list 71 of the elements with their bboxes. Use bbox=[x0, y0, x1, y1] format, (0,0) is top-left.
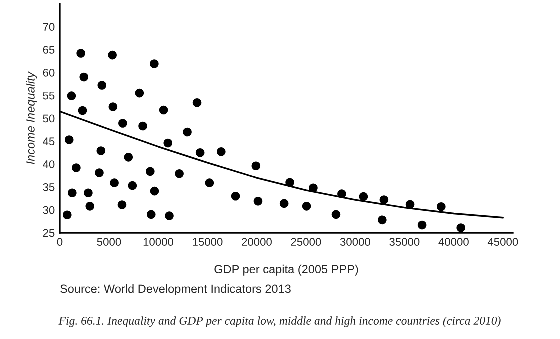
x-tick-label: 30000 bbox=[340, 238, 370, 246]
point bbox=[380, 196, 389, 204]
y-axis-title: Income Inequality bbox=[26, 72, 38, 164]
x-tick-label: 25000 bbox=[291, 238, 322, 246]
point bbox=[302, 202, 312, 211]
point bbox=[192, 98, 202, 108]
point bbox=[80, 72, 89, 82]
point bbox=[138, 122, 148, 131]
point bbox=[196, 148, 205, 158]
point bbox=[254, 197, 263, 206]
point bbox=[359, 192, 368, 202]
point bbox=[418, 220, 427, 230]
point bbox=[175, 170, 184, 178]
y-tick-label: 45 bbox=[43, 138, 55, 146]
point bbox=[332, 210, 341, 220]
point bbox=[128, 181, 138, 190]
y-tick-label: 50 bbox=[43, 114, 55, 123]
point bbox=[108, 50, 117, 60]
point bbox=[86, 202, 95, 211]
point bbox=[72, 164, 81, 172]
x-tick-label: 35000 bbox=[390, 238, 420, 246]
x-tick-label: 40000 bbox=[438, 238, 469, 246]
point bbox=[124, 153, 134, 162]
point bbox=[378, 216, 387, 225]
point bbox=[165, 212, 174, 220]
point bbox=[110, 178, 119, 188]
point bbox=[84, 188, 93, 198]
point bbox=[456, 224, 466, 232]
y-tick-label: 60 bbox=[43, 68, 55, 77]
y-tick-label: 65 bbox=[43, 46, 55, 54]
point bbox=[146, 210, 156, 220]
text: Fig. 66.1. Inequality and GDP per capita low, middle and high income countries (circa 2010) bbox=[58, 316, 501, 328]
point bbox=[76, 49, 86, 58]
point bbox=[205, 178, 214, 188]
point bbox=[64, 136, 74, 144]
source-note: Source: World Development Indicators 2013 bbox=[60, 284, 291, 296]
point bbox=[437, 202, 446, 212]
x-axis-title: GDP per capita (2005 PPP) bbox=[214, 264, 358, 276]
x-tick-label: 10000 bbox=[144, 238, 174, 246]
y-tick-label: 55 bbox=[43, 92, 55, 100]
point bbox=[68, 188, 77, 198]
point bbox=[96, 146, 106, 156]
point bbox=[280, 199, 289, 208]
point bbox=[164, 138, 173, 148]
point bbox=[183, 128, 192, 137]
x-tick-label: 0 bbox=[57, 238, 63, 246]
x-tick-label: 20000 bbox=[242, 238, 272, 246]
point bbox=[146, 167, 155, 176]
y-tick-label: 35 bbox=[43, 183, 55, 192]
x-tick-label: 5000 bbox=[97, 238, 122, 246]
x-tick-label: 45000 bbox=[488, 238, 518, 246]
x-tick-label: 15000 bbox=[193, 238, 223, 246]
point bbox=[231, 192, 240, 201]
point bbox=[95, 168, 104, 178]
point bbox=[98, 81, 107, 90]
y-tick-label: 25 bbox=[43, 229, 55, 238]
point bbox=[159, 106, 168, 115]
point bbox=[108, 102, 118, 112]
point bbox=[67, 92, 76, 100]
point bbox=[217, 148, 226, 156]
y-tick-label: 70 bbox=[43, 23, 55, 32]
point bbox=[118, 119, 128, 128]
point bbox=[118, 200, 127, 210]
y-tick-label: 40 bbox=[43, 160, 55, 168]
point bbox=[135, 88, 144, 98]
point bbox=[150, 186, 160, 196]
point bbox=[150, 60, 159, 68]
point bbox=[62, 210, 72, 220]
point bbox=[252, 162, 261, 171]
y-tick-label: 30 bbox=[43, 206, 55, 214]
point bbox=[78, 106, 88, 116]
